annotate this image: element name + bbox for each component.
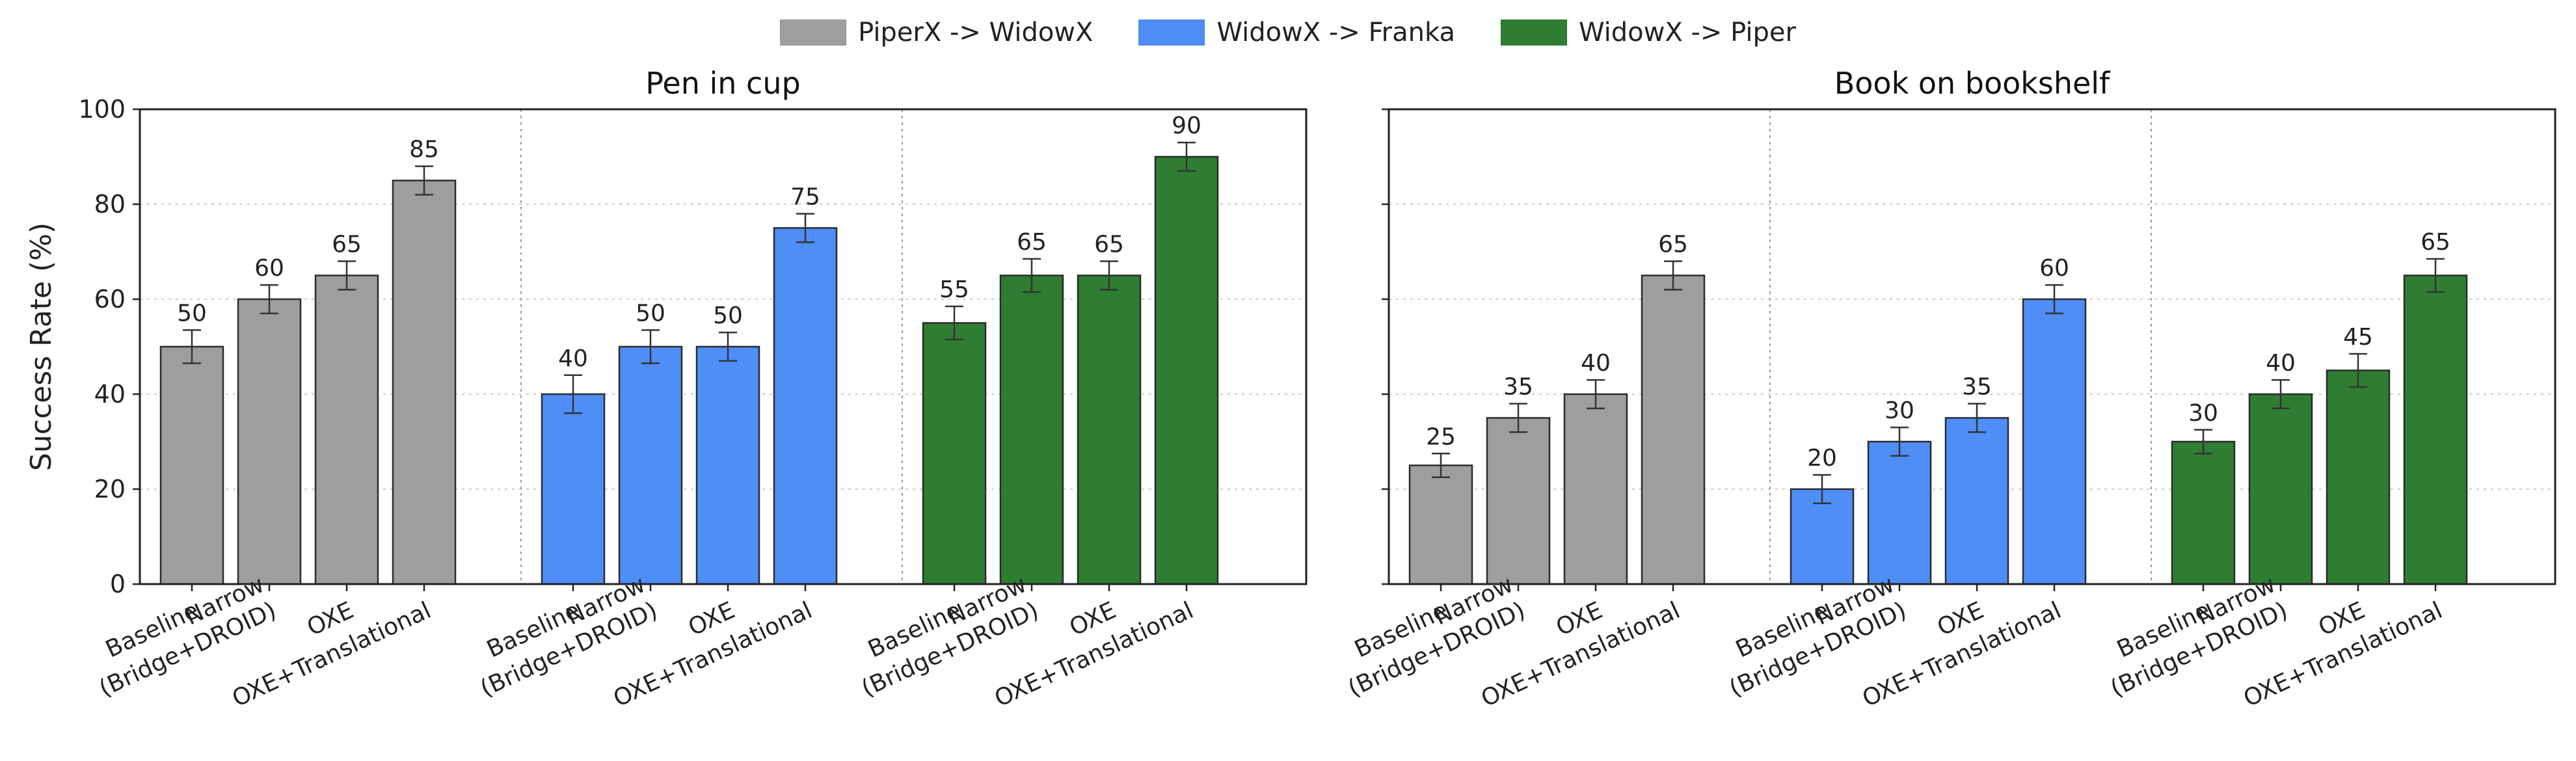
bar: [1077, 274, 1142, 585]
value-label: 50: [713, 302, 743, 329]
legend: PiperX -> WidowX WidowX -> Franka WidowX…: [0, 14, 2576, 51]
value-label: 35: [1962, 374, 1992, 401]
value-label: 65: [1017, 229, 1047, 256]
bar: [1154, 155, 1219, 585]
y-tick-label: 20: [94, 475, 126, 503]
legend-item-piperx-widowx: PiperX -> WidowX: [780, 18, 1093, 47]
value-label: 65: [1658, 232, 1688, 258]
y-tick-label: 40: [94, 380, 126, 408]
bar: [1867, 440, 1932, 585]
bar: [2171, 440, 2236, 585]
bar: [1486, 417, 1551, 585]
value-label: 40: [1581, 350, 1611, 377]
bar: [392, 180, 457, 585]
value-label: 45: [2343, 324, 2373, 351]
value-label: 65: [332, 232, 362, 258]
legend-swatch-gray: [780, 20, 847, 46]
bar: [1641, 274, 1706, 585]
bar: [314, 274, 379, 585]
bar: [2403, 274, 2468, 585]
y-tick-label: 100: [78, 95, 126, 124]
bar: [922, 322, 987, 585]
plot-frame: [1388, 108, 2556, 585]
legend-item-widowx-franka: WidowX -> Franka: [1138, 18, 1455, 47]
bar: [237, 298, 302, 585]
value-label: 90: [1172, 113, 1201, 139]
panel-title: Book on bookshelf: [1834, 66, 2111, 101]
value-label: 40: [558, 345, 588, 372]
value-label: 30: [1885, 397, 1914, 424]
bar: [2326, 369, 2391, 585]
value-label: 85: [409, 137, 439, 163]
legend-item-widowx-piper: WidowX -> Piper: [1500, 18, 1796, 47]
value-label: 65: [2421, 229, 2450, 256]
legend-label: PiperX -> WidowX: [858, 18, 1093, 47]
y-axis-label: Success Rate (%): [25, 222, 58, 471]
legend-swatch-green: [1500, 20, 1567, 46]
value-label: 30: [2188, 400, 2218, 427]
bar: [773, 227, 838, 585]
bar: [2022, 298, 2087, 585]
value-label: 35: [1503, 374, 1533, 401]
legend-label: WidowX -> Franka: [1216, 18, 1455, 47]
y-tick-label: 80: [94, 190, 126, 219]
value-label: 40: [2266, 350, 2296, 377]
value-label: 25: [1426, 423, 1456, 450]
value-label: 50: [177, 300, 207, 327]
panel-title: Pen in cup: [645, 66, 800, 101]
value-label: 20: [1807, 445, 1837, 472]
value-label: 60: [254, 255, 284, 282]
bar: [1944, 417, 2009, 585]
y-tick-label: 60: [94, 285, 126, 314]
value-label: 55: [939, 276, 969, 303]
y-tick-label: 0: [110, 570, 126, 598]
bar: [541, 393, 606, 585]
bar: [695, 345, 760, 585]
bar: [1408, 464, 1473, 585]
legend-swatch-blue: [1138, 20, 1205, 46]
plot-frame: [139, 108, 1308, 585]
bar: [2248, 393, 2313, 585]
value-label: 60: [2039, 255, 2069, 282]
legend-label: WidowX -> Piper: [1578, 18, 1796, 47]
value-label: 75: [790, 184, 820, 211]
bar: [1563, 393, 1628, 585]
bar: [618, 345, 683, 585]
value-label: 50: [636, 300, 665, 327]
bar: [159, 345, 224, 585]
value-label: 65: [1094, 232, 1124, 258]
bar: [999, 274, 1064, 585]
